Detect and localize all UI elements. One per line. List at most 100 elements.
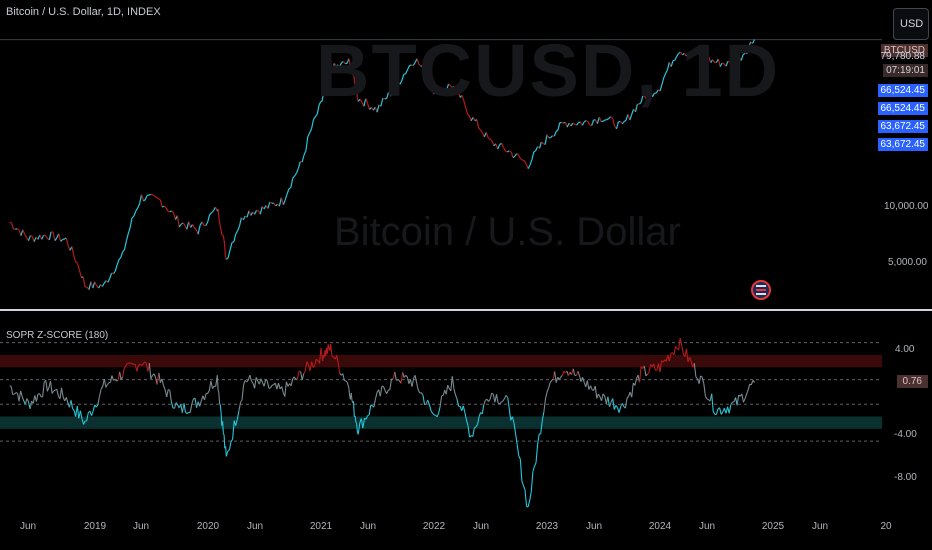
price-segment	[123, 240, 127, 250]
price-segment	[497, 144, 501, 150]
indicator-segment	[251, 380, 254, 384]
indicator-segment	[183, 403, 187, 413]
indicator-segment	[742, 398, 746, 403]
price-segment	[461, 95, 465, 101]
indicator-segment	[111, 375, 115, 381]
indicator-segment	[295, 378, 298, 381]
indicator-segment	[416, 383, 419, 391]
price-segment	[314, 113, 318, 117]
price-segment	[725, 60, 729, 67]
price-segment	[169, 210, 172, 213]
indicator-segment	[320, 348, 323, 355]
indicator-segment	[728, 404, 732, 414]
indicator-segment	[704, 395, 708, 400]
currency-button[interactable]: USD	[893, 8, 929, 40]
us-flag-event-icon[interactable]	[751, 278, 771, 304]
price-segment	[389, 92, 393, 97]
current-price-label: 79,780.88	[880, 51, 926, 62]
price-segment	[131, 215, 135, 219]
price-segment	[65, 238, 69, 246]
indicator-segment	[427, 400, 430, 405]
indicator-segment	[589, 385, 593, 390]
price-segment	[674, 56, 678, 61]
price-segment	[444, 88, 447, 90]
price-segment	[544, 134, 548, 145]
price-segment	[286, 188, 290, 195]
indicator-segment	[405, 374, 408, 378]
price-segment	[437, 85, 441, 94]
price-segment	[301, 154, 305, 163]
indicator-segment	[646, 372, 650, 375]
price-segment	[116, 259, 120, 266]
price-segment	[284, 194, 288, 201]
price-segment	[101, 282, 105, 287]
indicator-segment	[604, 395, 607, 405]
price-segment	[386, 91, 390, 99]
indicator-segment	[469, 435, 472, 438]
indicator-segment	[701, 377, 705, 384]
indicator-segment	[439, 395, 443, 407]
price-segment	[550, 135, 553, 138]
indicator-segment	[268, 387, 271, 390]
indicator-segment	[258, 378, 262, 385]
indicator-segment	[315, 358, 319, 362]
price-segment	[365, 98, 369, 104]
indicator-segment	[532, 466, 535, 472]
price-segment	[574, 123, 577, 126]
indicator-segment	[144, 361, 147, 364]
indicator-segment	[422, 395, 426, 405]
indicator-segment	[530, 471, 534, 492]
indicator-segment	[53, 389, 56, 392]
indicator-segment	[464, 412, 468, 421]
indicator-segment	[119, 371, 122, 381]
price-segment	[329, 68, 331, 71]
indicator-segment	[430, 410, 433, 414]
indicator-segment	[39, 393, 42, 397]
indicator-segment	[342, 373, 345, 381]
price-segment	[156, 197, 159, 200]
price-segment	[736, 56, 740, 63]
price-segment	[501, 142, 505, 148]
indicator-segment	[136, 365, 139, 372]
indicator-segment	[148, 363, 152, 379]
price-segment	[41, 234, 45, 240]
indicator-segment	[81, 418, 85, 425]
price-segment	[425, 76, 429, 83]
price-segment	[144, 195, 148, 201]
indicator-segment	[678, 338, 681, 351]
indicator-segment	[29, 400, 33, 410]
indicator-segment	[394, 371, 397, 381]
price-segment	[16, 228, 20, 231]
time-tick-label: Jun	[19, 521, 37, 532]
price-segment	[463, 99, 467, 108]
indicator-title[interactable]: SOPR Z-SCORE (180)	[6, 330, 109, 341]
price-segment	[440, 87, 444, 91]
indicator-segment	[505, 394, 509, 398]
indicator-segment	[24, 398, 28, 405]
indicator-segment	[555, 376, 559, 383]
time-tick-label: 2024	[648, 521, 672, 532]
indicator-segment	[432, 412, 435, 416]
price-segment	[393, 82, 397, 90]
price-segment	[173, 212, 177, 220]
price-segment	[363, 98, 367, 107]
indicator-segment	[695, 376, 698, 380]
indicator-segment	[223, 435, 226, 449]
indicator-segment	[249, 374, 253, 382]
price-segment	[585, 120, 589, 123]
indicator-segment	[481, 404, 485, 415]
time-tick-label: 2025	[761, 521, 785, 532]
time-tick-label: 2021	[309, 521, 333, 532]
price-segment	[20, 229, 24, 236]
price-segment	[54, 237, 58, 241]
indicator-segment	[228, 441, 232, 450]
price-segment	[322, 90, 325, 97]
price-segment	[450, 85, 453, 89]
indicator-segment	[113, 378, 116, 381]
symbol-title[interactable]: Bitcoin / U.S. Dollar, 1D, INDEX	[6, 6, 161, 18]
indicator-segment	[679, 337, 683, 347]
price-segment	[222, 234, 225, 238]
indicator-segment	[491, 392, 494, 395]
pane-divider[interactable]	[0, 309, 932, 311]
